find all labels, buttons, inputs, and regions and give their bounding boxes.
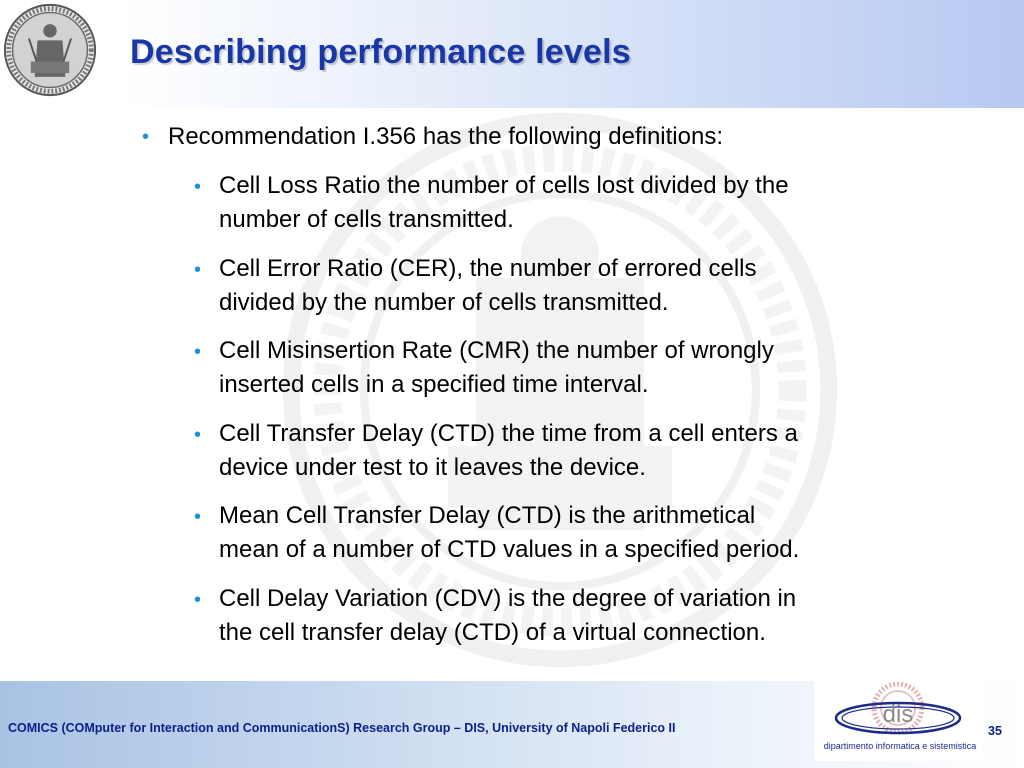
bullet-dot-icon: •: [194, 341, 202, 363]
title-band: [0, 0, 1024, 108]
definition-line: Cell Loss Ratio the number of cells lost…: [219, 172, 789, 199]
definition-line: Cell Delay Variation (CDV) is the degree…: [219, 585, 797, 612]
definition-line: the cell transfer delay (CTD) of a virtu…: [219, 619, 766, 646]
dis-logo-tagline: dipartimento informatica e sistemistica: [823, 741, 977, 751]
definition-item: Mean Cell Transfer Delay (CTD) is the ar…: [219, 499, 919, 567]
slide-title: Describing performance levels: [130, 33, 631, 71]
definition-line: mean of a number of CTD values in a spec…: [219, 536, 800, 563]
definition-item: Cell Misinsertion Rate (CMR) the number …: [219, 334, 919, 402]
dis-logo-text: dis: [883, 701, 914, 728]
definition-line: Cell Transfer Delay (CTD) the time from …: [219, 420, 798, 447]
definition-line: device under test to it leaves the devic…: [219, 454, 646, 481]
intro-bullet: Recommendation I.356 has the following d…: [168, 123, 723, 150]
bullet-dot-icon: •: [194, 424, 202, 446]
definition-line: Mean Cell Transfer Delay (CTD) is the ar…: [219, 502, 756, 529]
university-seal-icon: [3, 3, 97, 97]
slide-content: • Recommendation I.356 has the following…: [142, 123, 919, 650]
definition-item: Cell Transfer Delay (CTD) the time from …: [219, 417, 919, 485]
definition-item: Cell Delay Variation (CDV) is the degree…: [219, 582, 919, 650]
definition-item: Cell Loss Ratio the number of cells lost…: [219, 169, 919, 237]
dis-logo-background: [814, 681, 982, 761]
seal-watermark-icon: [282, 112, 838, 668]
bullet-dot-icon: •: [194, 506, 202, 528]
dis-logo-icon: dis: [834, 682, 962, 735]
bullet-dot-icon: •: [194, 259, 202, 281]
definition-item: Cell Error Ratio (CER), the number of er…: [219, 252, 919, 320]
definition-line: Cell Misinsertion Rate (CMR) the number …: [219, 337, 774, 364]
bullet-dot-icon: •: [194, 589, 202, 611]
bullet-dot-icon: •: [142, 126, 150, 148]
definition-line: inserted cells in a specified time inter…: [219, 371, 649, 398]
footer-credit: COMICS (COMputer for Interaction and Com…: [8, 721, 676, 735]
definition-line: divided by the number of cells transmitt…: [219, 289, 669, 316]
definition-line: number of cells transmitted.: [219, 206, 514, 233]
bullet-dot-icon: •: [194, 176, 202, 198]
definition-line: Cell Error Ratio (CER), the number of er…: [219, 255, 757, 282]
page-number: 35: [988, 724, 1002, 738]
